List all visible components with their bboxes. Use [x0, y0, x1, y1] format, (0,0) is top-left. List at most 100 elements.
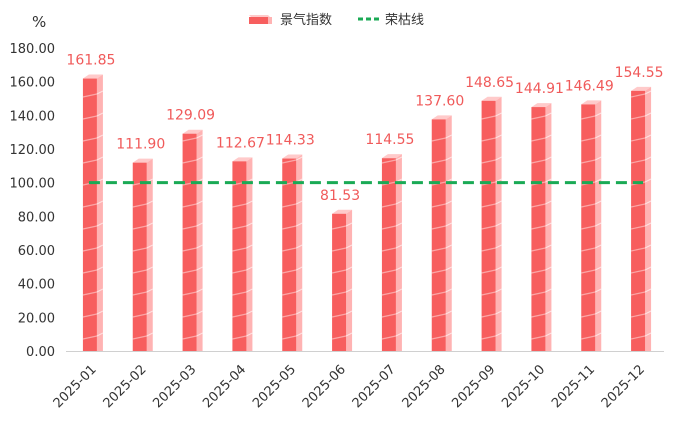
bar-stripe	[282, 159, 297, 164]
y-tick-label: 40.00	[18, 278, 55, 293]
bar-stripe	[132, 291, 147, 296]
data-label: 148.65	[465, 75, 514, 91]
bar-stripe	[644, 134, 652, 139]
bar-stripe	[630, 203, 646, 208]
bar-stripe	[232, 291, 247, 296]
bar-stripe	[381, 203, 397, 208]
bar-stripe	[146, 200, 153, 205]
bar-stripe	[595, 112, 602, 117]
bar-stripe	[96, 222, 104, 227]
bar-stripe	[296, 310, 303, 315]
bar-top	[431, 115, 452, 120]
bar-side	[445, 115, 452, 351]
legend-label-bars: 景气指数	[280, 12, 332, 28]
bar-stripe	[196, 200, 203, 205]
bar-stripe	[431, 159, 446, 164]
bar-stripe	[395, 200, 403, 205]
bar-stripe	[595, 222, 602, 227]
bar-stripe	[282, 313, 297, 318]
bar-stripe	[395, 266, 403, 271]
bar-top	[531, 103, 552, 108]
bar-stripe	[481, 313, 496, 318]
x-tick-label: 2025-08	[400, 362, 449, 411]
bar-stripe	[644, 112, 652, 117]
legend-bar-swatch[interactable]	[249, 15, 272, 24]
bar-stripe	[445, 288, 452, 293]
bar-stripe	[595, 310, 602, 315]
bar-stripe	[232, 313, 247, 318]
bar-stripe	[232, 269, 247, 274]
bar-stripe	[481, 291, 496, 296]
bar-stripe	[630, 225, 646, 230]
bar-top	[332, 209, 353, 214]
bar-stripe	[232, 247, 247, 252]
bar-top	[381, 154, 402, 159]
bar-stripe	[644, 156, 652, 161]
data-label: 111.90	[116, 137, 165, 153]
bar-stripe	[495, 222, 502, 227]
bar-stripe	[581, 137, 596, 142]
bar-stripe	[431, 335, 446, 340]
bar-2025-07[interactable]	[381, 154, 403, 351]
bar-top	[232, 157, 253, 162]
bar-stripe	[381, 269, 397, 274]
bar-stripe	[630, 137, 646, 142]
bar-2025-03[interactable]	[182, 129, 203, 351]
bar-2025-06[interactable]	[331, 209, 353, 351]
bar-stripe	[182, 291, 197, 296]
bar-stripe	[445, 156, 452, 161]
bar-stripe	[595, 134, 602, 139]
bar-stripe	[96, 266, 104, 271]
bar-stripe	[531, 291, 546, 296]
bar-stripe	[196, 310, 203, 315]
bar-stripe	[282, 335, 297, 340]
x-tick-label: 2025-10	[499, 362, 548, 411]
bar-2025-01[interactable]	[82, 74, 104, 352]
bar-2025-05[interactable]	[282, 154, 303, 351]
bar-stripe	[481, 269, 496, 274]
bar-stripe	[96, 134, 104, 139]
bar-stripe	[395, 310, 403, 315]
y-axis-unit: %	[32, 13, 46, 31]
bar-stripe	[82, 137, 98, 142]
bar-stripe	[146, 332, 153, 337]
bar-stripe	[132, 203, 147, 208]
bar-stripe	[630, 115, 646, 120]
bar-2025-10[interactable]	[531, 103, 552, 351]
bar-stripe	[345, 310, 353, 315]
bar-stripe	[331, 291, 347, 296]
bar-stripe	[96, 156, 104, 161]
y-tick-label: 120.00	[10, 143, 56, 158]
bar-stripe	[545, 244, 552, 249]
bar-stripe	[381, 159, 397, 164]
data-label: 161.85	[66, 53, 115, 69]
bar-stripe	[132, 313, 147, 318]
bar-stripe	[345, 288, 353, 293]
bar-2025-12[interactable]	[630, 86, 652, 352]
bar-stripe	[595, 200, 602, 205]
bar-stripe	[495, 156, 502, 161]
bar-2025-04[interactable]	[232, 157, 253, 351]
bar-2025-09[interactable]	[481, 96, 502, 352]
bar-stripe	[531, 313, 546, 318]
x-tick-label: 2025-07	[350, 362, 399, 411]
bar-stripe	[246, 310, 253, 315]
bar-2025-02[interactable]	[132, 158, 153, 351]
bar-stripe	[431, 247, 446, 252]
bar-stripe	[246, 288, 253, 293]
y-tick-label: 80.00	[18, 210, 55, 225]
data-label: 146.49	[565, 78, 614, 94]
bar-side	[545, 103, 552, 351]
bar-2025-11[interactable]	[581, 100, 602, 351]
bars	[82, 74, 652, 352]
bar-stripe	[331, 335, 347, 340]
bar-stripe	[545, 134, 552, 139]
bar-side	[246, 157, 253, 351]
y-tick-label: 60.00	[18, 244, 55, 259]
bar-stripe	[545, 178, 552, 183]
bar-stripe	[431, 137, 446, 142]
bar-stripe	[282, 225, 297, 230]
x-tick-label: 2025-01	[51, 362, 100, 411]
bar-2025-08[interactable]	[431, 115, 452, 351]
bar-stripe	[345, 222, 353, 227]
